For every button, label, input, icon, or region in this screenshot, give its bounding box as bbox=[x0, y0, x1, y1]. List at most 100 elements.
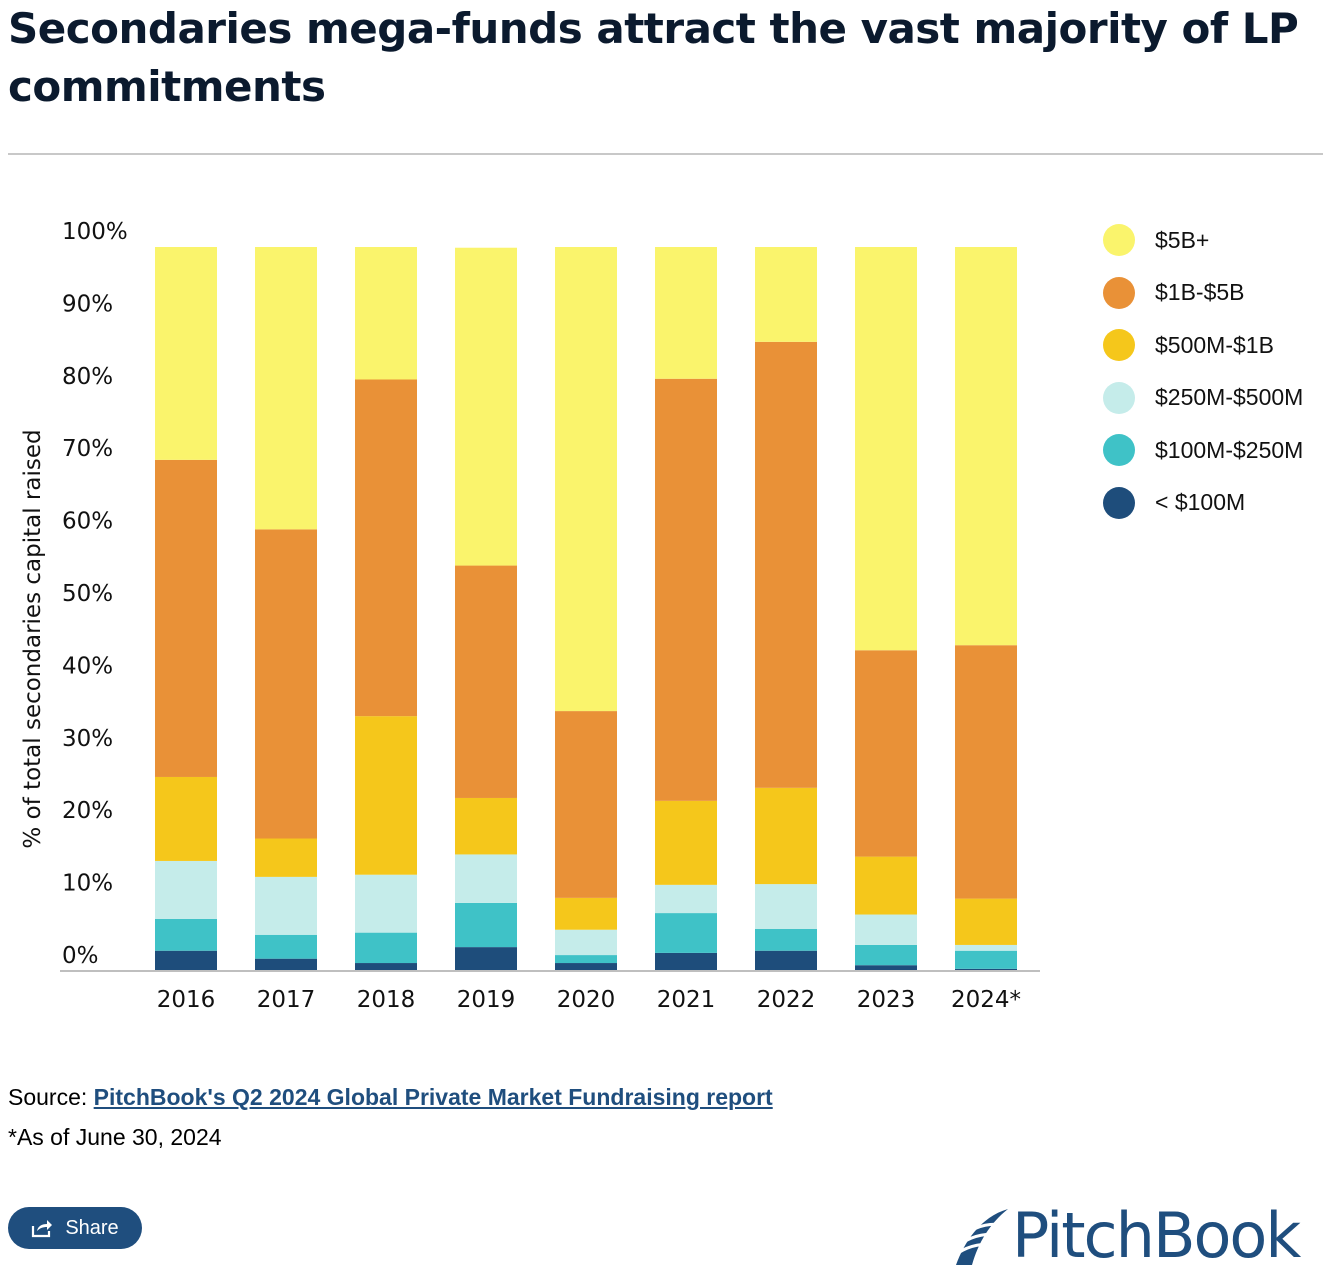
y-tick-label: 60% bbox=[62, 509, 113, 535]
y-axis-ticks: 0% 10% 20% 30% 40% 50% 60% 70% 80% 90% 100% bbox=[62, 219, 128, 969]
x-axis-ticks: 2016 2017 2018 2019 2020 2021 2022 2023 2024* bbox=[157, 987, 1021, 1013]
legend: $5B+ $1B-$5B $500M-$1B $250M-$500M $100M-$25… bbox=[1103, 214, 1303, 529]
bar-segment bbox=[355, 247, 417, 380]
legend-label: $5B+ bbox=[1155, 226, 1210, 253]
legend-item: $500M-$1B bbox=[1103, 319, 1303, 372]
y-tick-label: 100% bbox=[62, 219, 128, 245]
y-tick-label: 30% bbox=[62, 726, 113, 752]
bar-segment bbox=[255, 529, 317, 839]
y-tick-label: 0% bbox=[62, 943, 99, 969]
x-tick-label: 2023 bbox=[857, 987, 916, 1013]
y-tick-label: 70% bbox=[62, 436, 113, 462]
bar-segment bbox=[755, 929, 817, 951]
bar-segment bbox=[955, 645, 1017, 899]
y-tick-label: 40% bbox=[62, 653, 113, 679]
x-tick-label: 2019 bbox=[457, 987, 516, 1013]
bar-segment bbox=[855, 856, 917, 915]
y-tick-label: 80% bbox=[62, 364, 113, 390]
bar-segment bbox=[855, 650, 917, 857]
bar-segment bbox=[255, 958, 317, 971]
legend-item: $100M-$250M bbox=[1103, 424, 1303, 477]
bar-segment bbox=[655, 800, 717, 885]
bar-segment bbox=[755, 884, 817, 930]
bar-segment bbox=[655, 884, 717, 914]
legend-item: $1B-$5B bbox=[1103, 267, 1303, 320]
y-axis-label: % of total secondaries capital raised bbox=[20, 429, 46, 848]
bar-segment bbox=[655, 952, 717, 971]
bar-segment bbox=[955, 247, 1017, 646]
bar-segment bbox=[155, 247, 217, 460]
bar-segment bbox=[355, 932, 417, 964]
bar-segment bbox=[555, 247, 617, 712]
legend-swatch bbox=[1103, 486, 1135, 519]
pitchbook-logo-icon bbox=[956, 1209, 1008, 1265]
bar-segment bbox=[655, 378, 717, 801]
legend-label: < $100M bbox=[1155, 489, 1246, 516]
x-tick-label: 2018 bbox=[357, 987, 416, 1013]
legend-item: $5B+ bbox=[1103, 214, 1303, 267]
bar-segment bbox=[455, 797, 517, 855]
legend-swatch bbox=[1103, 276, 1135, 309]
legend-item: $250M-$500M bbox=[1103, 372, 1303, 425]
legend-label: $500M-$1B bbox=[1155, 331, 1274, 358]
y-tick-label: 20% bbox=[62, 798, 113, 824]
source-label: Source: bbox=[8, 1084, 88, 1110]
bar-segment bbox=[455, 565, 517, 798]
bar-segment bbox=[755, 950, 817, 971]
bar-segment bbox=[355, 963, 417, 971]
chart-title: Secondaries mega-funds attract the vast … bbox=[8, 4, 1299, 111]
bar-segment bbox=[855, 944, 917, 966]
legend-item: < $100M bbox=[1103, 477, 1303, 530]
x-tick-label: 2017 bbox=[257, 987, 316, 1013]
bar-segment bbox=[755, 341, 817, 788]
footnote: *As of June 30, 2024 bbox=[8, 1124, 222, 1150]
bar-segment bbox=[255, 838, 317, 877]
bar-segment bbox=[455, 947, 517, 971]
share-label: Share bbox=[65, 1216, 119, 1239]
bar-segment bbox=[455, 902, 517, 948]
x-tick-label: 2022 bbox=[757, 987, 816, 1013]
x-tick-label: 2020 bbox=[557, 987, 616, 1013]
bar-segment bbox=[355, 716, 417, 875]
share-icon bbox=[32, 1220, 53, 1238]
legend-swatch bbox=[1103, 329, 1135, 362]
legend-swatch bbox=[1103, 224, 1135, 257]
bar-segment bbox=[555, 963, 617, 971]
bar-segment bbox=[855, 914, 917, 945]
bar-segment bbox=[455, 247, 517, 566]
bar-segment bbox=[655, 247, 717, 379]
bar-segment bbox=[555, 711, 617, 898]
bar-segment bbox=[955, 968, 1017, 971]
stacked-bar-chart: 0%10%20%30%40%50%60%70%80%90%100% 2016 20… bbox=[20, 219, 1040, 1013]
bar-segment bbox=[155, 918, 217, 951]
legend-swatch bbox=[1103, 381, 1135, 414]
source-note: Source: PitchBook's Q2 2024 Global Priva… bbox=[8, 1084, 773, 1111]
bar-segment bbox=[455, 854, 517, 903]
bar-segment bbox=[955, 898, 1017, 945]
bar-segment bbox=[555, 929, 617, 956]
bar-segment bbox=[255, 934, 317, 959]
source-link[interactable]: PitchBook's Q2 2024 Global Private Marke… bbox=[93, 1084, 773, 1110]
bar-segment bbox=[855, 965, 917, 971]
bar-segment bbox=[155, 776, 217, 861]
legend-label: $1B-$5B bbox=[1155, 279, 1245, 306]
share-button[interactable]: Share bbox=[8, 1207, 142, 1249]
y-tick-label: 50% bbox=[62, 581, 113, 607]
legend-swatch bbox=[1103, 434, 1135, 467]
bar-segment bbox=[355, 874, 417, 933]
title-divider bbox=[8, 153, 1323, 155]
x-tick-label: 2016 bbox=[157, 987, 216, 1013]
pitchbook-logo: PitchBook bbox=[950, 1199, 1301, 1272]
bar-segment bbox=[555, 897, 617, 930]
bar-segment bbox=[155, 950, 217, 971]
bar-segment bbox=[655, 913, 717, 953]
bar-segment bbox=[955, 944, 1017, 951]
bar-segment bbox=[255, 876, 317, 935]
bar-segment bbox=[155, 860, 217, 919]
bar-segment bbox=[955, 950, 1017, 969]
y-tick-label: 10% bbox=[62, 871, 113, 897]
logo-wordmark: PitchBook bbox=[1012, 1199, 1301, 1272]
bar-segment bbox=[755, 247, 817, 342]
x-tick-label: 2021 bbox=[657, 987, 716, 1013]
legend-label: $100M-$250M bbox=[1155, 436, 1304, 463]
